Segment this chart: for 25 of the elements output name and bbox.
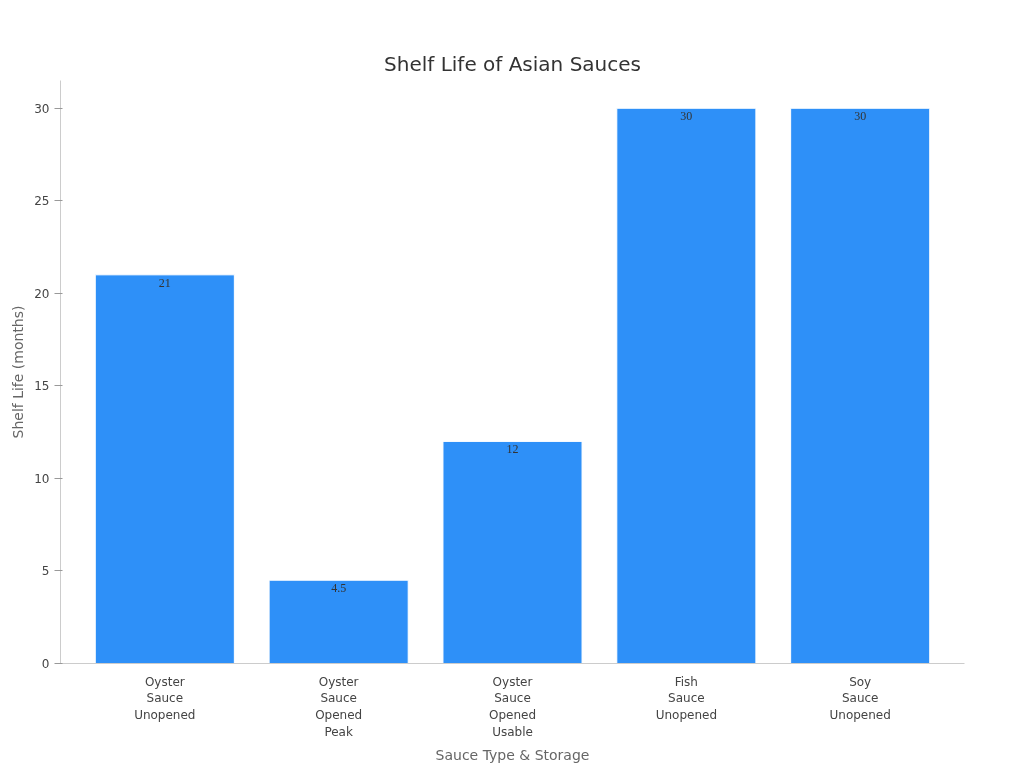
x-tick-label: Oyster Sauce Opened Usable: [488, 674, 537, 739]
x-tick-label: Soy Sauce Unopened: [829, 674, 891, 723]
data-label: 21: [158, 275, 171, 290]
y-axis-title: Shelf Life (months): [10, 305, 27, 439]
bar: [790, 107, 931, 664]
x-tick-label: Fish Sauce Unopened: [655, 674, 718, 723]
y-tick-label: 10: [34, 471, 50, 486]
bar: [442, 440, 583, 664]
bar: [268, 579, 409, 664]
y-tick-label: 30: [34, 101, 50, 116]
chart-title: Shelf Life of Asian Sauces: [384, 51, 641, 76]
y-tick-label: 0: [41, 657, 50, 671]
data-label: 30: [680, 109, 693, 124]
bar: [94, 274, 235, 664]
x-tick-label: Oyster Sauce Opened Peak: [315, 674, 363, 739]
data-label: 12: [506, 442, 519, 457]
y-tick-label: 15: [34, 379, 50, 394]
data-label: 30: [854, 109, 867, 124]
y-tick-label: 20: [34, 286, 50, 301]
y-tick-label: 5: [41, 564, 50, 579]
x-tick-label: Oyster Sauce Unopened: [134, 674, 196, 723]
bar: [616, 107, 757, 664]
data-label: 4.5: [331, 581, 347, 596]
y-tick-label: 25: [34, 194, 50, 209]
x-axis-title: Sauce Type & Storage: [435, 746, 590, 763]
